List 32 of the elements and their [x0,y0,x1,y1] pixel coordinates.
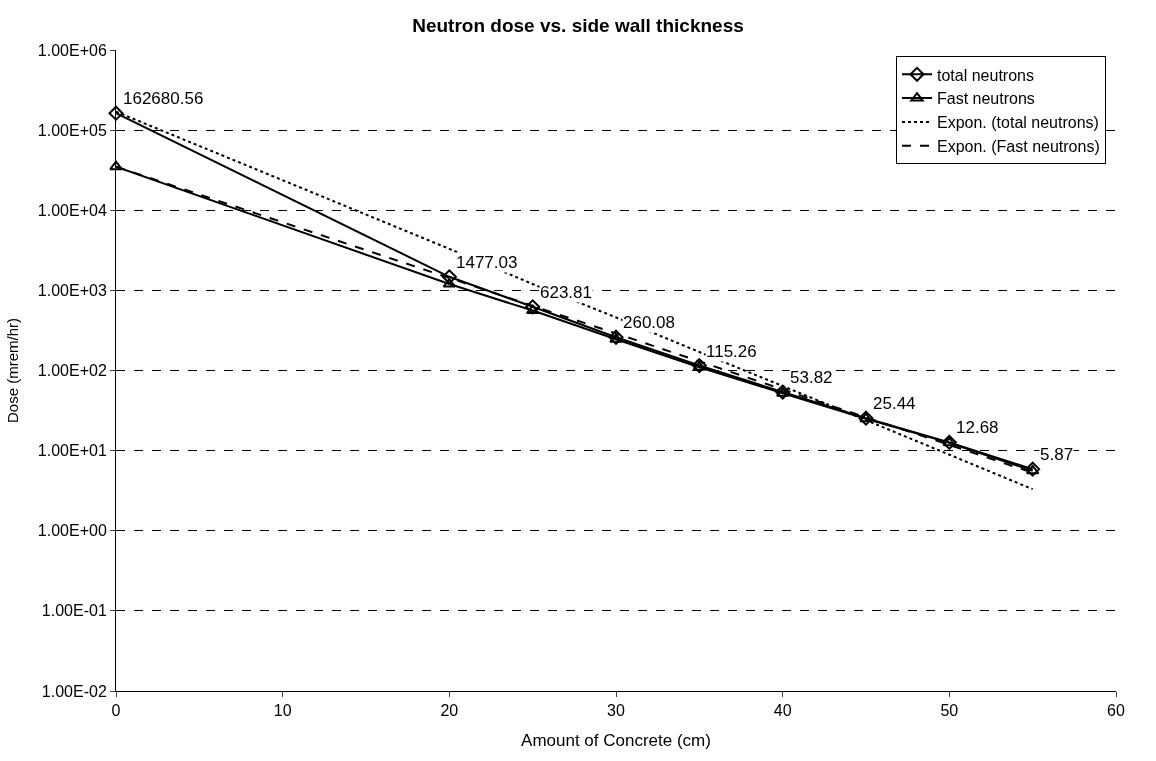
legend-label: Expon. (Fast neutrons) [937,137,1100,155]
legend-label: total neutrons [937,66,1034,84]
x-tick-label: 20 [440,702,459,720]
chart-title: Neutron dose vs. side wall thickness [412,15,744,37]
data-label: 25.44 [873,394,916,413]
x-axis-title: Amount of Concrete (cm) [521,730,711,750]
data-label: 260.08 [623,313,675,332]
x-tick-label: 30 [607,702,625,720]
data-label: 53.82 [790,368,833,387]
legend-label: Fast neutrons [937,90,1035,108]
x-tick-label: 0 [111,702,121,720]
data-label: 162680.56 [123,89,204,108]
y-tick-label: 1.00E+03 [37,281,107,299]
x-tick-label: 50 [940,702,959,720]
x-tick-label: 60 [1107,702,1125,720]
legend-label: Expon. (total neutrons) [937,114,1099,132]
y-tick-label: 1.00E-01 [41,602,107,620]
data-label: 1477.03 [456,253,518,272]
y-tick-label: 1.00E+05 [37,121,107,139]
data-label: 12.68 [956,418,999,437]
data-label: 115.26 [706,342,757,361]
y-tick-label: 1.00E+02 [37,362,107,380]
y-axis-title: Dose (mrem/hr) [4,317,22,424]
y-tick-label: 1.00E+06 [37,41,107,59]
y-tick-label: 1.00E+01 [37,442,107,460]
data-label: 5.87 [1040,445,1074,464]
y-tick-label: 1.00E+04 [37,201,107,219]
y-tick-label: 1.00E+00 [37,522,107,540]
x-tick-label: 40 [773,702,792,720]
x-tick-label: 10 [273,702,292,720]
data-label: 623.81 [540,283,592,302]
y-tick-label: 1.00E-02 [41,682,107,700]
